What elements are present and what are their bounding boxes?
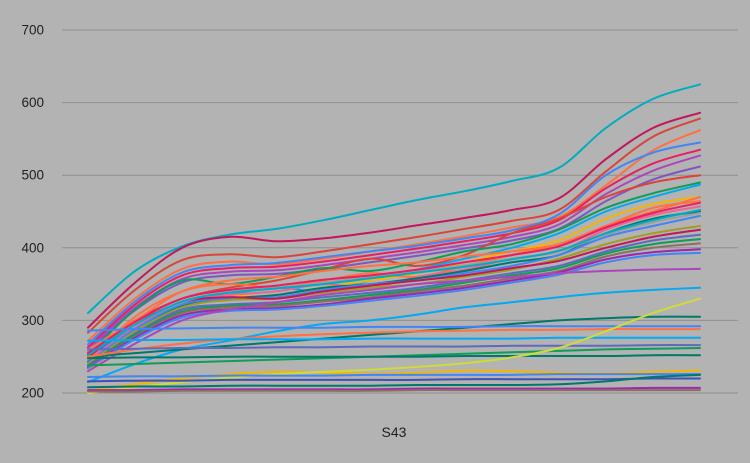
series-line-4 [87, 141, 701, 346]
series-line-33 [87, 344, 701, 351]
y-axis-tick-label: 300 [21, 313, 44, 328]
series-line-20 [87, 242, 701, 368]
series-line-32 [87, 336, 701, 342]
series-line-31 [87, 328, 701, 358]
series-line-1 [87, 111, 701, 329]
series-line-18 [87, 233, 701, 367]
y-axis-tick-label: 700 [21, 23, 44, 38]
series-layer [87, 83, 701, 394]
series-line-23 [87, 196, 701, 351]
series-line-41 [87, 386, 701, 392]
y-axis-tick-label: 600 [21, 95, 44, 110]
series-line-7 [87, 165, 701, 353]
series-line-35 [87, 354, 701, 360]
series-line-6 [87, 154, 701, 351]
series-line-5 [87, 148, 701, 349]
series-line-25 [87, 201, 701, 355]
series-line-37 [87, 297, 701, 394]
series-line-9 [87, 181, 701, 357]
series-line-22 [87, 251, 701, 370]
series-line-40 [87, 373, 701, 389]
series-line-21 [87, 248, 701, 369]
x-axis-tick-label: S43 [382, 424, 407, 440]
label-layer: S43 700 600 500 400 300 200 [21, 23, 406, 441]
series-line-27 [87, 267, 701, 373]
series-line-2 [87, 117, 701, 334]
series-line-39 [87, 377, 701, 383]
series-line-42 [87, 389, 701, 393]
series-line-26 [87, 209, 701, 357]
y-axis-tick-label: 200 [21, 386, 44, 401]
series-line-19 [87, 238, 701, 368]
series-line-30 [87, 325, 701, 332]
y-axis-tick-label: 400 [21, 240, 44, 255]
series-line-38 [87, 373, 701, 379]
series-line-29 [87, 315, 701, 358]
series-line-0 [87, 83, 701, 315]
y-axis-tick-label: 500 [21, 168, 44, 183]
